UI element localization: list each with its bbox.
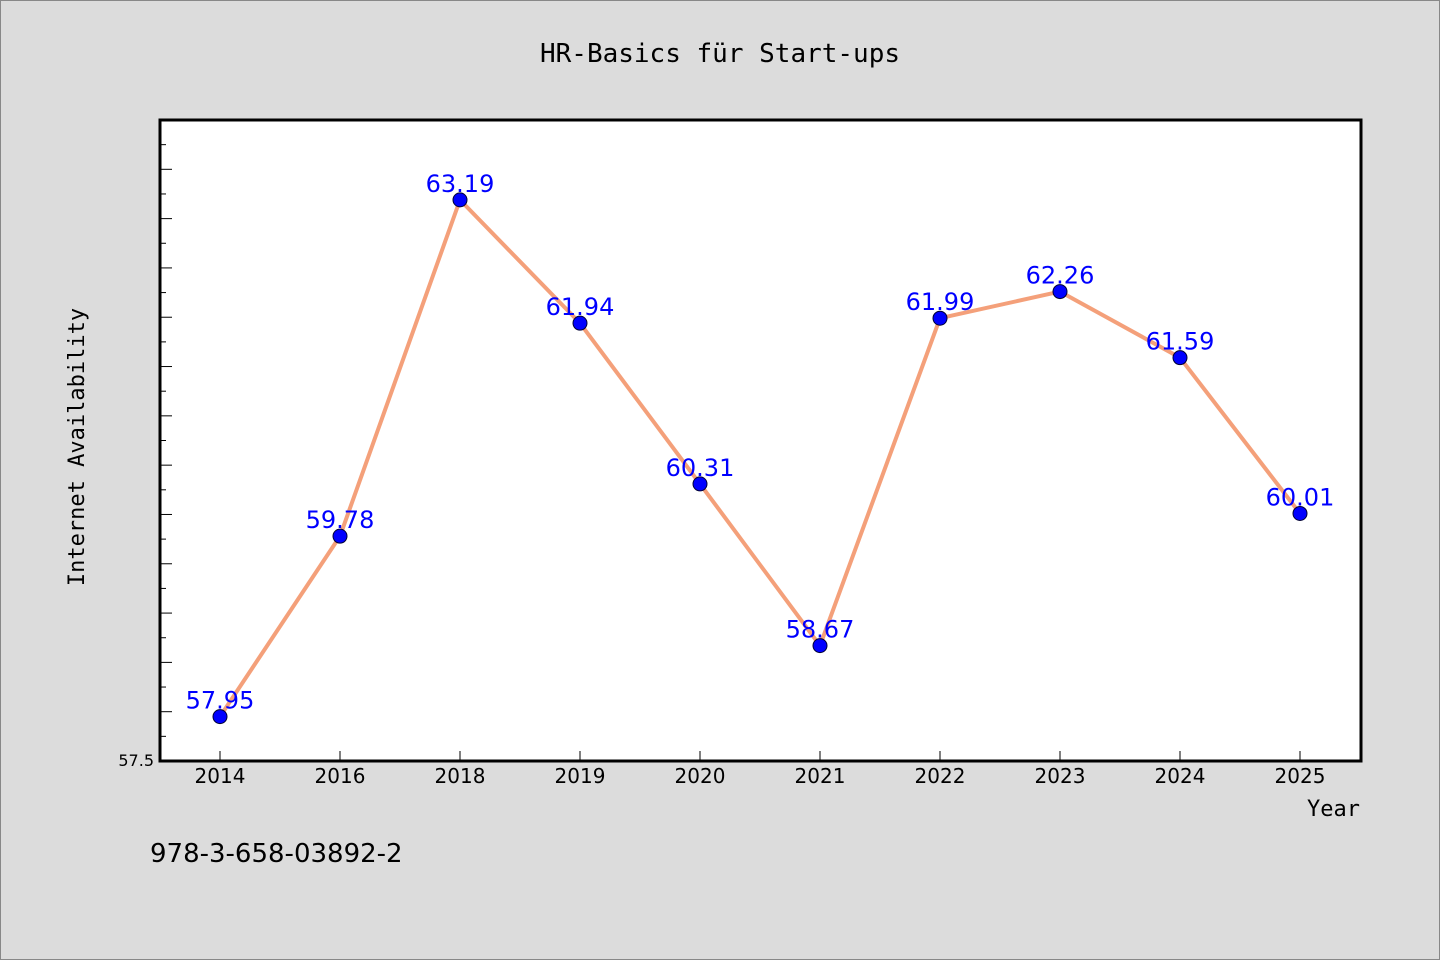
y-axis-label: Internet Availability	[65, 308, 90, 586]
data-point	[932, 310, 948, 326]
data-label: 60.01	[1266, 483, 1335, 511]
data-label: 60.31	[666, 454, 735, 482]
chart-title: HR-Basics für Start-ups	[540, 39, 900, 69]
marker-group	[212, 192, 1308, 725]
plot-area	[158, 118, 1363, 763]
data-label-group: 57.95 59.78 63.19 61.94 60.31 58.67 61.99 62.26…	[186, 170, 1335, 715]
y-axis-ticks: 57.5	[118, 119, 172, 770]
data-point	[332, 528, 348, 544]
x-tick-label: 2018	[435, 764, 486, 788]
data-label: 62.26	[1026, 262, 1095, 290]
footer-isbn: 978-3-658-03892-2	[150, 839, 403, 869]
data-point	[1292, 505, 1308, 521]
data-label: 61.59	[1146, 328, 1215, 356]
series-line-group	[218, 197, 1302, 718]
data-point	[572, 315, 588, 331]
data-label: 58.67	[786, 616, 855, 644]
data-point	[1172, 350, 1188, 366]
data-point	[812, 638, 828, 654]
x-tick-label: 2019	[555, 764, 606, 788]
data-label: 63.19	[426, 170, 495, 198]
data-point	[1052, 284, 1068, 300]
data-point	[212, 709, 228, 725]
data-point	[692, 476, 708, 492]
x-axis-label: Year	[1307, 797, 1360, 822]
y-tick-label: 57.5	[118, 751, 154, 770]
data-label: 59.78	[306, 506, 375, 534]
series-line	[218, 197, 1302, 718]
x-tick-label: 2021	[795, 764, 846, 788]
data-label: 61.94	[546, 293, 615, 321]
x-tick-label: 2025	[1275, 764, 1326, 788]
x-tick-label: 2020	[675, 764, 726, 788]
x-tick-label: 2022	[915, 764, 966, 788]
x-tick-label: 2024	[1155, 764, 1206, 788]
x-axis-ticks: 2014 2016 2018 2019 2020 2021 2022 2023 2024 2025	[195, 751, 1326, 788]
x-tick-label: 2016	[315, 764, 366, 788]
data-label: 57.95	[186, 687, 255, 715]
data-point	[452, 192, 468, 208]
data-label: 61.99	[906, 288, 975, 316]
x-tick-label: 2014	[195, 764, 246, 788]
x-tick-label: 2023	[1035, 764, 1086, 788]
